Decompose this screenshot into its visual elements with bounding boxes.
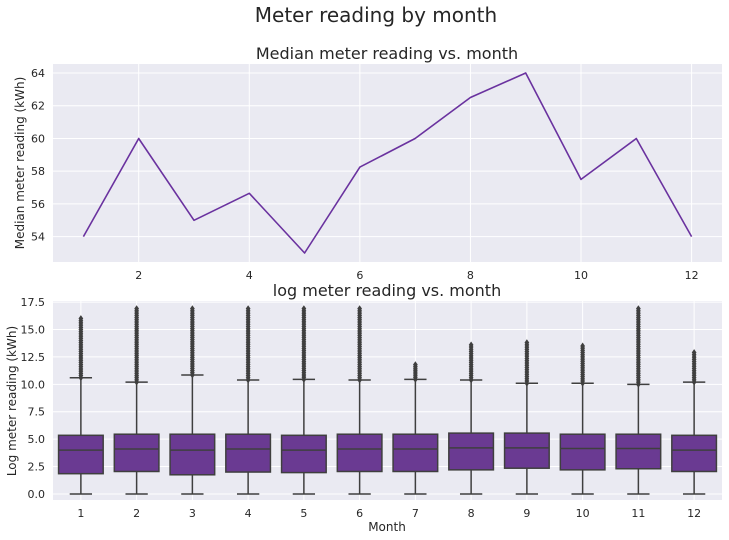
box-chart-x-tick: 12 (687, 507, 701, 520)
box-chart-y-tick: 17.5 (21, 296, 46, 309)
line-chart-series-line (82, 72, 693, 254)
line-chart-title: Median meter reading vs. month (256, 44, 518, 63)
box-outlier (412, 361, 418, 368)
box-chart-y-tick: 12.5 (21, 351, 46, 364)
box-chart-y-tick: 7.5 (28, 406, 46, 419)
line-chart-y-tick: 62 (31, 100, 45, 113)
box-plot-month-3 (169, 305, 216, 495)
box-iqr (671, 434, 718, 473)
line-chart-x-tick: 4 (246, 269, 253, 282)
box-plot-month-7 (392, 361, 439, 495)
box-outlier (524, 339, 530, 347)
box-iqr (615, 433, 662, 470)
box-chart-x-tick: 5 (300, 507, 307, 520)
box-plot-month-8 (448, 341, 495, 495)
line-chart-x-tick: 12 (685, 269, 699, 282)
box-outlier (189, 305, 195, 313)
line-chart-x-tick: 6 (356, 269, 363, 282)
box-chart-x-tick-labels: 1 2 3 4 5 6 7 8 9 10 11 12 (77, 507, 701, 520)
box-chart-x-tick: 9 (523, 507, 530, 520)
line-chart: 2 4 6 8 10 12 54 56 58 60 62 64 Median meter readi… (13, 44, 722, 282)
box-plot-month-12 (671, 349, 718, 495)
box-iqr (280, 434, 327, 474)
box-chart-y-tick: 0.0 (28, 488, 46, 501)
box-plot-month-11 (615, 305, 662, 495)
box-iqr (392, 433, 439, 473)
box-outlier (580, 342, 586, 350)
box-outlier (635, 305, 641, 313)
figure-title: Meter reading by month (255, 3, 497, 27)
box-chart-x-tick: 3 (189, 507, 196, 520)
box-iqr (169, 433, 216, 476)
box-chart-x-axis-label: Month (368, 520, 406, 534)
line-chart-y-tick: 56 (31, 198, 45, 211)
line-chart-gridlines (53, 64, 722, 262)
box-chart-x-tick: 8 (468, 507, 475, 520)
box-chart-y-tick: 5.0 (28, 433, 46, 446)
box-chart-x-tick: 10 (576, 507, 590, 520)
box-plot-month-9 (503, 339, 550, 495)
line-chart-y-tick-labels: 54 56 58 60 62 64 (31, 67, 45, 244)
box-chart: 1 2 3 4 5 6 7 8 9 10 11 12 0.02.55.07.510.012.515.0… (5, 281, 722, 534)
box-chart-x-tick: 6 (356, 507, 363, 520)
box-outlier (357, 305, 363, 313)
box-outlier (78, 315, 84, 322)
box-plot-month-5 (280, 305, 327, 495)
line-chart-x-tick: 10 (574, 269, 588, 282)
box-chart-y-tick-labels: 0.0 2.5 5.0 7.5 10.0 12.5 15.0 17.5 (21, 296, 46, 501)
line-chart-x-tick-labels: 2 4 6 8 10 12 (135, 269, 698, 282)
box-iqr (57, 434, 104, 475)
box-chart-y-tick: 2.5 (28, 461, 46, 474)
box-chart-title: log meter reading vs. month (273, 281, 501, 300)
box-chart-boxes (57, 305, 718, 495)
line-chart-x-tick: 8 (467, 269, 474, 282)
box-iqr (113, 433, 160, 473)
box-plot-month-1 (57, 315, 104, 495)
box-outlier (134, 305, 140, 313)
box-outlier (245, 305, 251, 313)
box-iqr (559, 433, 606, 471)
line-chart-x-tick: 2 (135, 269, 142, 282)
box-plot-month-2 (113, 305, 160, 495)
box-plot-month-6 (336, 305, 383, 495)
box-chart-x-tick: 7 (412, 507, 419, 520)
box-chart-y-axis-label: Log meter reading (kWh) (5, 326, 19, 476)
box-iqr (448, 432, 495, 471)
box-chart-y-tick: 10.0 (21, 378, 46, 391)
box-plot-month-10 (559, 342, 606, 495)
box-iqr (336, 433, 383, 473)
box-iqr (503, 432, 550, 469)
line-chart-plot-area (53, 64, 722, 262)
box-chart-y-tick: 15.0 (21, 324, 46, 337)
box-chart-x-tick: 2 (133, 507, 140, 520)
box-chart-x-tick: 1 (77, 507, 84, 520)
line-chart-y-tick: 60 (31, 132, 45, 145)
box-plot-month-4 (225, 305, 272, 495)
box-outlier (691, 349, 697, 356)
line-chart-y-tick: 64 (31, 67, 45, 80)
line-chart-series (82, 72, 693, 254)
box-iqr (225, 433, 272, 473)
line-chart-y-tick: 54 (31, 231, 45, 244)
box-chart-x-tick: 4 (245, 507, 252, 520)
box-outlier (301, 305, 307, 313)
box-outlier (468, 341, 474, 349)
line-chart-y-tick: 58 (31, 165, 45, 178)
box-chart-x-tick: 11 (631, 507, 645, 520)
line-chart-y-axis-label: Median meter reading (kWh) (13, 77, 27, 250)
